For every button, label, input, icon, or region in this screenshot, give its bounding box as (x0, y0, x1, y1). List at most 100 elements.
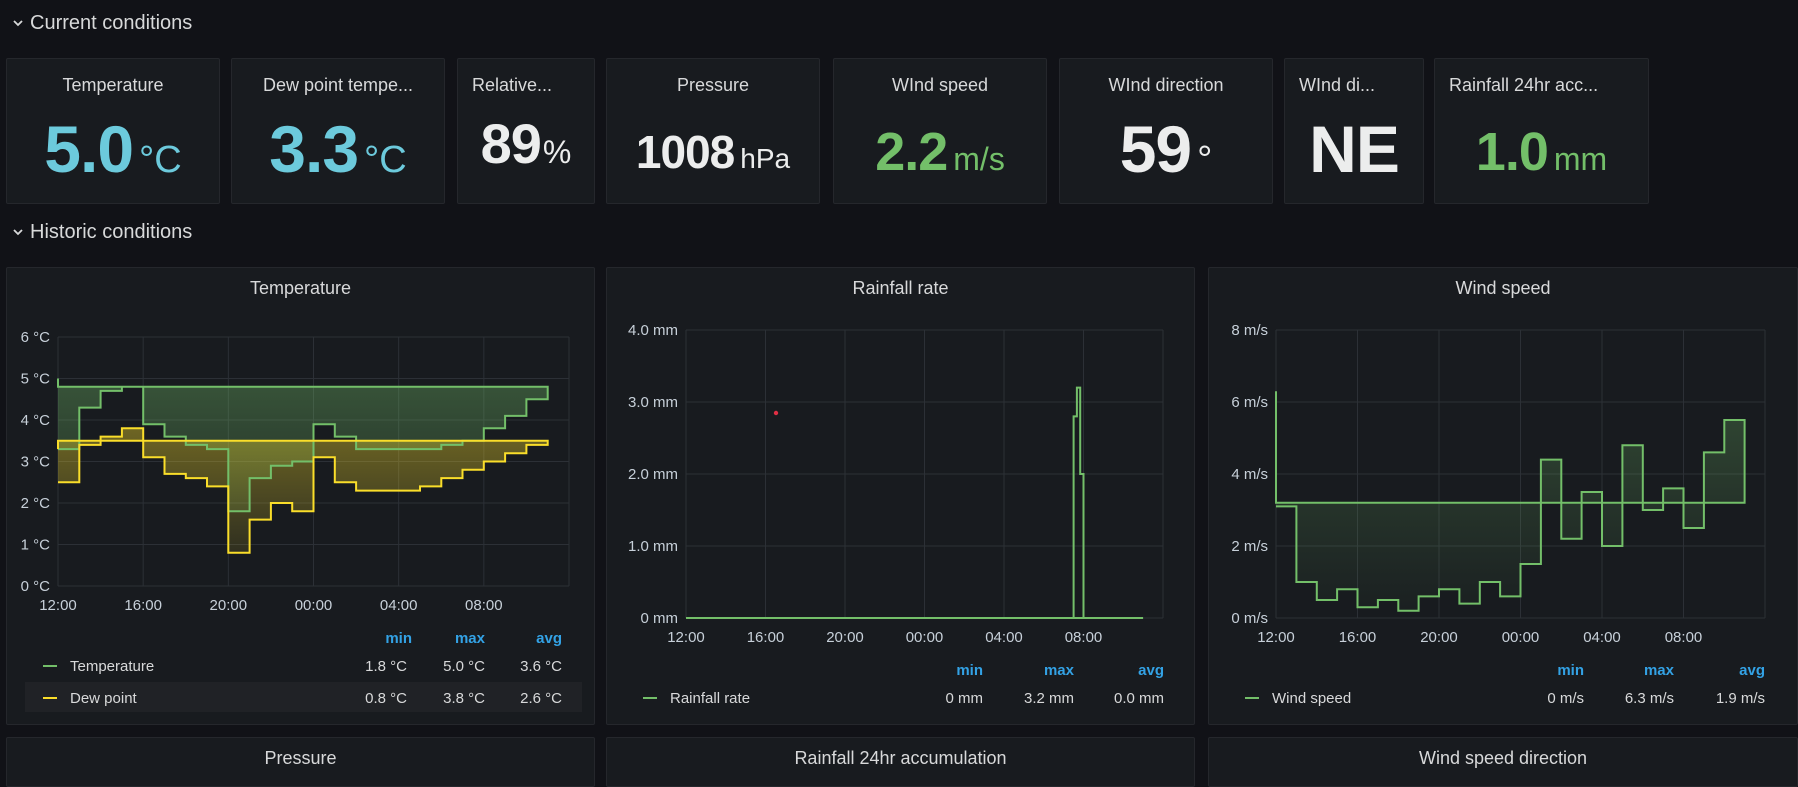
x-tick-label: 04:00 (380, 597, 418, 614)
legend-header-avg: avg (1739, 662, 1765, 679)
stat-value: 1.0 mm (1475, 122, 1608, 182)
temperature-area (58, 378, 548, 586)
graph-wind-speed[interactable]: Wind speed 0 m/s 2 m/s 4 m/s 6 m/s 8 m/s 12:0… (1208, 267, 1798, 725)
stat-relative-humidity[interactable]: Relative... 89% (457, 58, 595, 204)
legend-header-max: max (1044, 662, 1075, 679)
row-title-label: Historic conditions (30, 220, 193, 243)
legend-min: 0.8 °C (365, 690, 407, 707)
y-tick-label: 2 °C (21, 495, 51, 512)
x-tick-label: 12:00 (39, 597, 77, 614)
panel-title: WInd direction (1108, 75, 1224, 95)
legend-header-avg: avg (1138, 662, 1164, 679)
row-title-label: Current conditions (30, 11, 193, 34)
x-tick-label: 04:00 (985, 629, 1023, 646)
stat-value: 59 ° (1119, 112, 1213, 186)
x-tick-label: 20:00 (826, 629, 864, 646)
legend-min: 0 m/s (1547, 690, 1584, 707)
graph-rainfall-rate[interactable]: Rainfall rate 0 mm 1.0 mm 2.0 mm 3.0 mm 4.0 … (606, 267, 1195, 725)
stat-dew-point[interactable]: Dew point tempe... 3.3 °C (231, 58, 445, 204)
y-tick-label: 6 °C (21, 329, 51, 346)
graph-pressure[interactable]: Pressure (6, 737, 595, 787)
y-tick-label: 3.0 mm (628, 394, 678, 411)
panel-title: Wind speed direction (1418, 748, 1588, 768)
temperature-chart: 0 °C 1 °C 2 °C 3 °C 4 °C 5 °C 6 °C 12:00 16:00 20… (21, 329, 582, 712)
stat-value: 3.3 °C (269, 112, 407, 186)
stat-value: NE (1309, 112, 1400, 186)
y-tick-label: 5 °C (21, 371, 51, 388)
y-tick-label: 8 m/s (1231, 322, 1268, 339)
x-tick-label: 08:00 (1665, 629, 1703, 646)
y-tick-label: 4 °C (21, 412, 51, 429)
stat-temperature[interactable]: Temperature 5.0 °C (6, 58, 220, 204)
legend-header-avg: avg (536, 630, 562, 647)
wind-chart: 0 m/s 2 m/s 4 m/s 6 m/s 8 m/s 12:00 16:00 20:00… (1231, 322, 1766, 707)
stat-wind-direction[interactable]: WInd direction 59 ° (1059, 58, 1273, 204)
temperature-series-line (57, 378, 549, 513)
graph-temperature[interactable]: Temperature 0 °C 1 °C 2 °C 3 °C 4 °C 5 °C 6 °C… (6, 267, 595, 725)
stat-pressure[interactable]: Pressure 1008 hPa (606, 58, 820, 204)
panel-title: Rainfall rate (852, 278, 949, 298)
x-tick-label: 00:00 (295, 597, 333, 614)
stat-value: 5.0 °C (44, 112, 182, 186)
legend-row-highlight (25, 682, 582, 712)
stat-value: 1008 hPa (635, 126, 791, 178)
x-tick-label: 08:00 (1065, 629, 1103, 646)
legend-avg: 0.0 mm (1114, 690, 1164, 707)
legend-max: 5.0 °C (443, 658, 485, 675)
y-tick-label: 0 m/s (1231, 610, 1268, 627)
graph-wind-speed-direction[interactable]: Wind speed direction (1208, 737, 1798, 787)
y-tick-label: 0 °C (21, 578, 51, 595)
panel-title: Temperature (62, 75, 164, 95)
panel-title: WInd di... (1299, 75, 1376, 95)
x-tick-label: 20:00 (210, 597, 248, 614)
panel-title: Dew point tempe... (262, 75, 414, 95)
panel-title: WInd speed (891, 75, 989, 95)
x-tick-label: 16:00 (124, 597, 162, 614)
x-tick-label: 12:00 (667, 629, 705, 646)
chevron-down-icon (13, 229, 23, 236)
x-tick-label: 20:00 (1420, 629, 1458, 646)
legend-max: 3.8 °C (443, 690, 485, 707)
y-tick-label: 4 m/s (1231, 466, 1268, 483)
legend-min: 1.8 °C (365, 658, 407, 675)
y-tick-label: 6 m/s (1231, 394, 1268, 411)
panel-title: Rainfall 24hr acc... (1449, 75, 1599, 95)
legend-header-max: max (1644, 662, 1675, 679)
x-tick-label: 08:00 (465, 597, 503, 614)
panel-title: Relative... (472, 75, 553, 95)
y-tick-label: 3 °C (21, 454, 51, 471)
panel-title: Wind speed (1455, 278, 1551, 298)
x-tick-label: 16:00 (747, 629, 785, 646)
rainfall-chart: 0 mm 1.0 mm 2.0 mm 3.0 mm 4.0 mm 12:00 16:00 20… (628, 322, 1164, 707)
legend-avg: 2.6 °C (520, 690, 562, 707)
stat-wind-speed[interactable]: WInd speed 2.2 m/s (833, 58, 1047, 204)
panel-title: Pressure (264, 748, 337, 768)
legend-max: 6.3 m/s (1625, 690, 1674, 707)
x-tick-label: 00:00 (1502, 629, 1540, 646)
dew-point-area (58, 428, 548, 586)
stat-wind-direction-cardinal[interactable]: WInd di... NE (1284, 58, 1424, 204)
legend-name: Temperature (70, 658, 154, 675)
wind-speed-area (1276, 391, 1745, 618)
stat-value: 2.2 m/s (875, 122, 1005, 182)
chevron-down-icon (13, 20, 23, 27)
alert-marker (773, 410, 779, 416)
stat-rainfall-24hr[interactable]: Rainfall 24hr acc... 1.0 mm (1434, 58, 1649, 204)
graph-rainfall-24hr[interactable]: Rainfall 24hr accumulation (606, 737, 1195, 787)
row-historic-conditions[interactable]: Historic conditions (10, 218, 192, 246)
x-tick-label: 00:00 (906, 629, 944, 646)
legend-name: Rainfall rate (670, 690, 750, 707)
panel-title: Pressure (676, 75, 750, 95)
wind-speed-series-line (1275, 391, 1746, 612)
row-current-conditions[interactable]: Current conditions (10, 9, 192, 37)
x-tick-label: 04:00 (1583, 629, 1621, 646)
legend-avg: 1.9 m/s (1716, 690, 1765, 707)
panel-title: Temperature (249, 278, 352, 298)
y-tick-label: 4.0 mm (628, 322, 678, 339)
y-tick-label: 2 m/s (1231, 538, 1268, 555)
y-tick-label: 1 °C (21, 537, 51, 554)
legend-min: 0 mm (946, 690, 984, 707)
legend-name: Dew point (70, 690, 138, 707)
y-tick-label: 0 mm (641, 610, 679, 627)
legend-max: 3.2 mm (1024, 690, 1074, 707)
